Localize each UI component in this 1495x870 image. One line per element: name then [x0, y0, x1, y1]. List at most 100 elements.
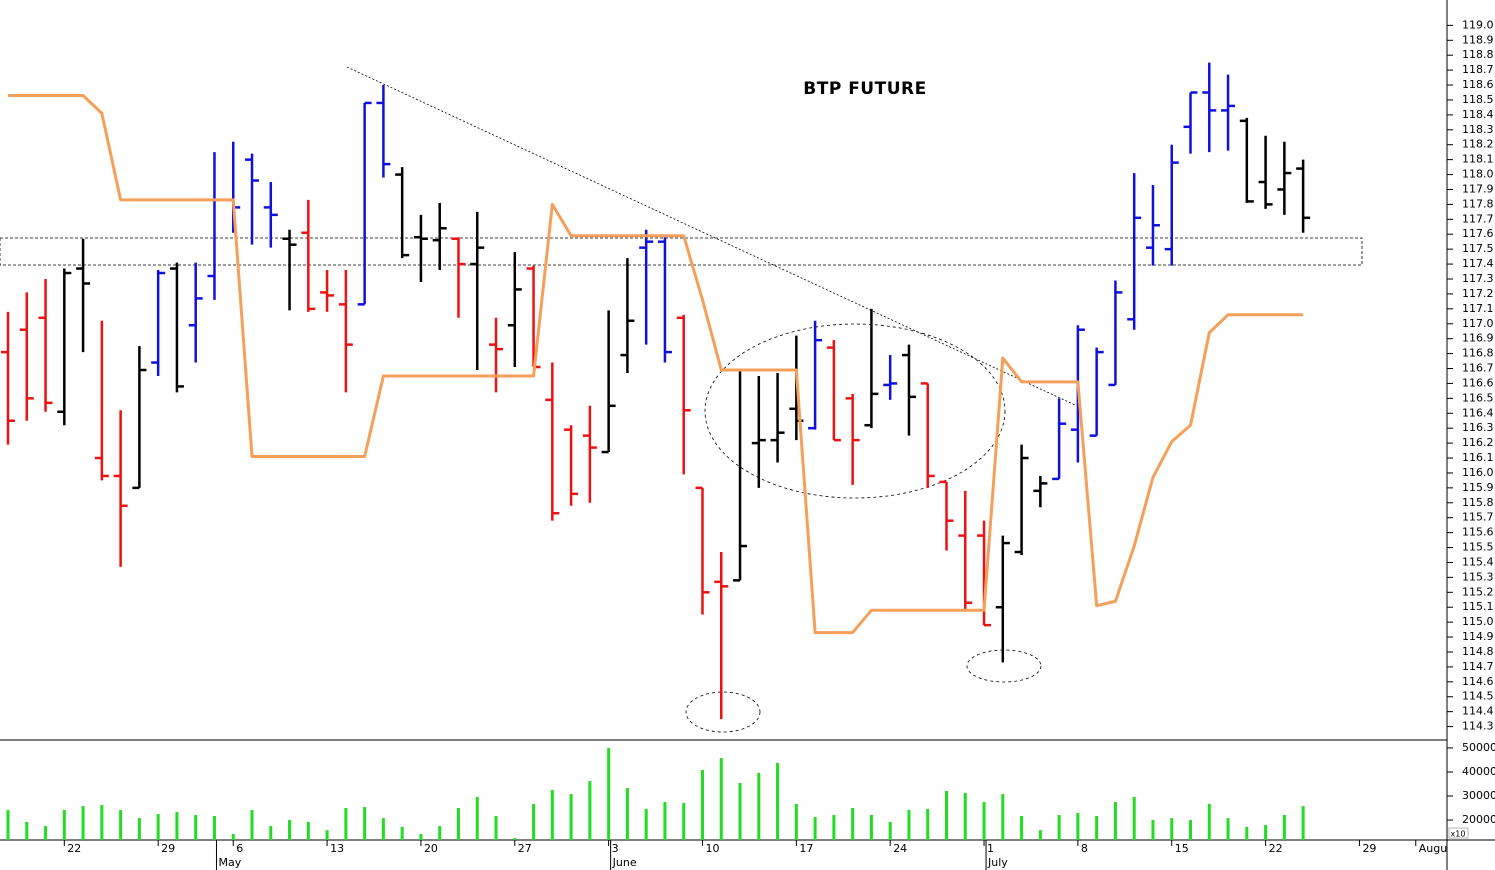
ellipse-annotation	[966, 649, 1042, 683]
x-tick-label: 6	[236, 842, 243, 855]
x-tick-label: 15	[1175, 842, 1189, 855]
volume-bar	[231, 833, 235, 840]
x-tick-label: 3	[612, 842, 619, 855]
volume-bar	[719, 758, 723, 840]
y-tick-label: 116.8	[1462, 347, 1494, 360]
x-tick-label: 22	[67, 842, 81, 855]
volume-bar	[288, 820, 292, 840]
y-tick-label: 114.7	[1462, 660, 1494, 673]
y-tick-label: 117.1	[1462, 302, 1494, 315]
y-tick-label: 114.3	[1462, 720, 1494, 733]
volume-bar	[625, 788, 629, 840]
volume-bar	[851, 808, 855, 840]
y-tick-label: 117.0	[1462, 317, 1494, 330]
volume-bar	[550, 790, 554, 840]
x-tick-label: 13	[330, 842, 344, 855]
volume-bar	[456, 808, 460, 840]
x-tick-label: 1	[987, 842, 994, 855]
volume-bar	[982, 802, 986, 840]
y-tick-label: 117.3	[1462, 272, 1494, 285]
volume-bar	[1057, 815, 1061, 840]
volume-bar	[513, 838, 517, 840]
x-tick-label: 17	[799, 842, 813, 855]
volume-bar	[250, 809, 254, 840]
y-tick-label: 118.7	[1462, 63, 1494, 76]
x-tick-label: 10	[705, 842, 719, 855]
volume-bar	[1001, 794, 1005, 840]
volume-bar	[794, 803, 798, 840]
y-tick-label: 116.7	[1462, 362, 1494, 375]
volume-bar	[156, 814, 160, 840]
volume-bar	[1038, 830, 1042, 840]
y-tick-label: 20000	[1462, 813, 1495, 826]
volume-bar	[119, 809, 123, 840]
volume-bar	[644, 808, 648, 840]
y-tick-label: 114.4	[1462, 705, 1494, 718]
volume-bar	[475, 796, 479, 840]
volume-bar	[494, 815, 498, 840]
y-tick-label: 117.9	[1462, 182, 1494, 195]
x-tick-label: 24	[893, 842, 907, 855]
volume-bar	[1282, 815, 1286, 840]
x-tick-label: 29	[161, 842, 175, 855]
y-tick-label: 115.5	[1462, 541, 1494, 554]
volume-bar	[963, 793, 967, 840]
y-tick-label: 117.4	[1462, 257, 1494, 270]
volume-bar	[1226, 818, 1230, 840]
volume-bar	[400, 827, 404, 840]
y-tick-label: 118.2	[1462, 138, 1494, 151]
y-tick-label: 117.7	[1462, 212, 1494, 225]
volume-bar	[175, 812, 179, 840]
volume-bar	[1132, 796, 1136, 840]
x-tick-label: 27	[518, 842, 532, 855]
volume-bar	[888, 821, 892, 840]
y-tick-label: 115.1	[1462, 600, 1494, 613]
volume-bar	[832, 815, 836, 840]
y-tick-label: 50000	[1462, 741, 1495, 754]
y-tick-label: 115.7	[1462, 511, 1494, 524]
month-label: June	[612, 856, 637, 869]
x-tick-label: 20	[424, 842, 438, 855]
volume-bar	[1301, 806, 1305, 840]
month-label: May	[218, 856, 241, 869]
y-tick-label: 117.8	[1462, 197, 1494, 210]
volume-bar	[1170, 818, 1174, 840]
volume-bar	[907, 809, 911, 840]
y-tick-label: 30000	[1462, 789, 1495, 802]
volume-bar	[569, 794, 573, 840]
volume-bar	[62, 809, 66, 840]
x-tick-label: Augu	[1419, 842, 1447, 855]
volume-bar	[1264, 825, 1268, 840]
volume-bar	[194, 815, 198, 840]
volume-bar	[926, 808, 930, 840]
y-tick-label: 116.6	[1462, 376, 1494, 389]
y-tick-label: 118.5	[1462, 93, 1494, 106]
volume-bar	[100, 805, 104, 840]
y-tick-label: 118.6	[1462, 78, 1494, 91]
volume-bar	[1113, 802, 1117, 840]
volume-bar	[438, 826, 442, 840]
volume-bar	[1076, 813, 1080, 840]
y-tick-label: 115.6	[1462, 526, 1494, 539]
y-tick-label: 115.9	[1462, 481, 1494, 494]
y-tick-label: 115.2	[1462, 585, 1494, 598]
y-tick-label: 116.2	[1462, 436, 1494, 449]
volume-bar	[588, 781, 592, 840]
volume-bar	[381, 818, 385, 840]
volume-bar	[363, 807, 367, 840]
volume-bar	[757, 772, 761, 840]
y-tick-label: 117.5	[1462, 242, 1494, 255]
volume-bar	[81, 806, 85, 840]
y-tick-label: 116.9	[1462, 332, 1494, 345]
volume-bar	[1095, 815, 1099, 840]
scale-label: x10	[1451, 830, 1466, 839]
volume-bar	[419, 833, 423, 840]
y-tick-label: 118.3	[1462, 123, 1494, 136]
volume-bar	[325, 830, 329, 840]
volume-bar	[306, 821, 310, 840]
y-tick-label: 115.0	[1462, 615, 1494, 628]
y-tick-label: 117.2	[1462, 287, 1494, 300]
range-box	[0, 237, 1363, 266]
y-tick-label: 119.0	[1462, 18, 1494, 31]
